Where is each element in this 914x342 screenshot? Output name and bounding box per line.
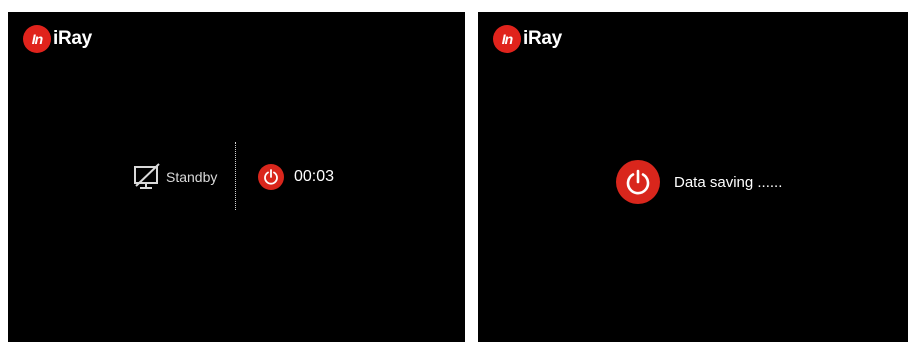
infiray-logo: In iRay — [493, 25, 562, 53]
status-text: Data saving ...... — [674, 173, 783, 191]
infiray-logo: In iRay — [23, 25, 92, 53]
divider — [235, 142, 236, 210]
data-saving-status: Data saving ...... — [616, 160, 782, 204]
power-icon — [616, 160, 660, 204]
data-saving-screen: In iRay Data saving ...... — [478, 12, 908, 342]
power-off-countdown[interactable]: 00:03 — [258, 164, 334, 190]
standby-option[interactable]: Standby — [132, 162, 217, 192]
brand-badge: In — [23, 25, 51, 53]
monitor-off-icon — [134, 163, 160, 189]
power-icon — [258, 164, 284, 190]
standby-screen: In iRay Standby 00:03 — [8, 12, 465, 342]
countdown-value: 00:03 — [294, 168, 335, 185]
standby-label: Standby — [166, 169, 218, 185]
brand-text: iRay — [523, 28, 562, 49]
brand-text: iRay — [53, 28, 92, 49]
brand-badge: In — [493, 25, 521, 53]
